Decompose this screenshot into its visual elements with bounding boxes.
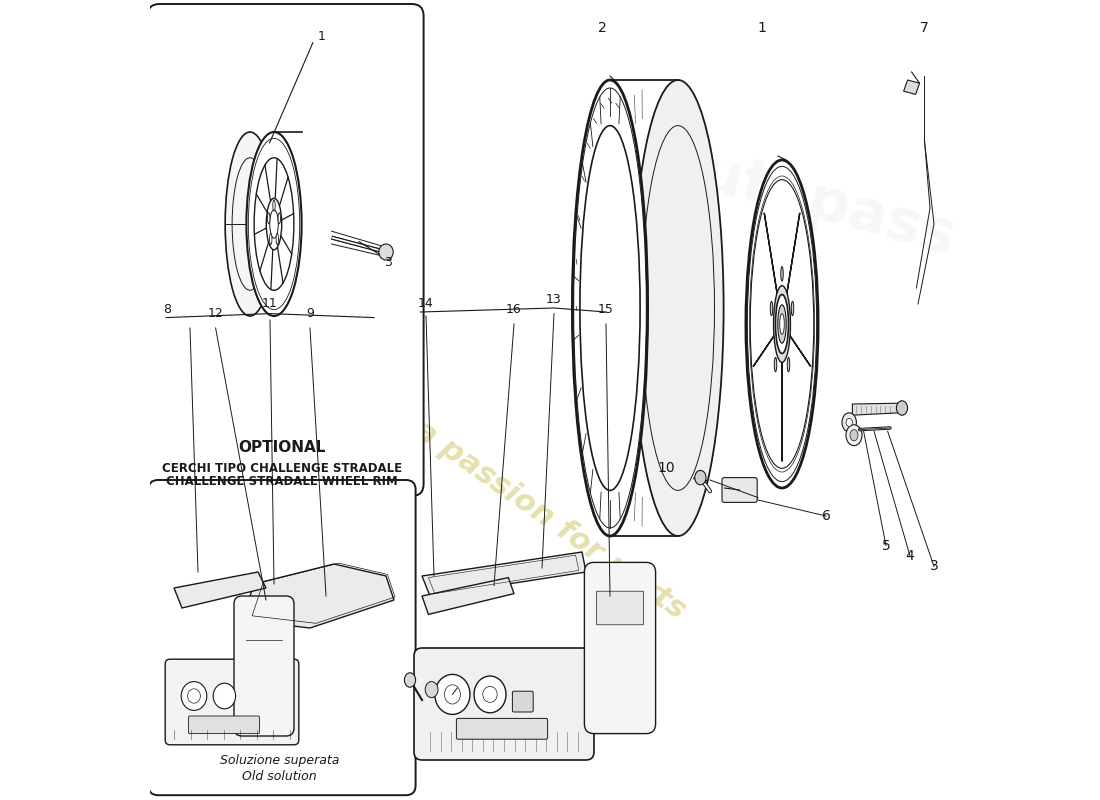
Ellipse shape: [434, 674, 470, 714]
Polygon shape: [764, 213, 778, 298]
Ellipse shape: [213, 683, 235, 709]
Text: CERCHI TIPO CHALLENGE STRADALE: CERCHI TIPO CHALLENGE STRADALE: [162, 462, 403, 474]
Text: 8: 8: [164, 303, 172, 316]
Text: 11: 11: [262, 297, 278, 310]
Ellipse shape: [846, 425, 862, 446]
Ellipse shape: [695, 470, 706, 485]
FancyBboxPatch shape: [147, 4, 424, 496]
Ellipse shape: [270, 234, 272, 245]
Text: Old solution: Old solution: [242, 770, 317, 783]
Ellipse shape: [182, 682, 207, 710]
Polygon shape: [786, 213, 800, 298]
Polygon shape: [903, 80, 920, 94]
Text: OPTIONAL: OPTIONAL: [239, 441, 326, 455]
Text: 1: 1: [318, 30, 326, 42]
Text: 13: 13: [546, 293, 562, 306]
Ellipse shape: [580, 126, 640, 490]
Text: 3: 3: [385, 256, 393, 269]
FancyBboxPatch shape: [165, 659, 299, 745]
FancyBboxPatch shape: [456, 718, 548, 739]
FancyBboxPatch shape: [188, 716, 260, 734]
Ellipse shape: [378, 244, 393, 260]
Text: 7: 7: [920, 21, 928, 35]
FancyBboxPatch shape: [148, 480, 416, 795]
Text: 15: 15: [598, 303, 614, 316]
Ellipse shape: [246, 132, 301, 316]
Text: 10: 10: [657, 461, 674, 475]
Ellipse shape: [426, 682, 438, 698]
Text: 4: 4: [905, 549, 914, 563]
FancyBboxPatch shape: [722, 478, 757, 502]
Text: Soluzione superata: Soluzione superata: [220, 754, 339, 767]
Text: a passion for parts: a passion for parts: [409, 415, 691, 625]
Text: 5: 5: [881, 538, 890, 553]
Ellipse shape: [778, 305, 786, 343]
Text: 14: 14: [418, 297, 433, 310]
Polygon shape: [754, 334, 776, 366]
Text: autopass: autopass: [658, 134, 962, 266]
Ellipse shape: [788, 358, 790, 372]
Ellipse shape: [278, 213, 280, 224]
Ellipse shape: [770, 302, 772, 316]
Polygon shape: [174, 572, 266, 608]
Ellipse shape: [276, 234, 278, 245]
Ellipse shape: [746, 160, 818, 488]
Ellipse shape: [774, 358, 777, 372]
Ellipse shape: [776, 294, 789, 354]
Ellipse shape: [781, 266, 783, 281]
Text: 3: 3: [930, 559, 938, 574]
Ellipse shape: [850, 430, 858, 441]
Text: 1: 1: [758, 21, 767, 35]
Ellipse shape: [773, 286, 791, 362]
Text: 12: 12: [208, 307, 223, 320]
FancyBboxPatch shape: [234, 596, 294, 736]
Ellipse shape: [226, 132, 275, 316]
Ellipse shape: [641, 126, 715, 490]
Text: 9: 9: [306, 307, 313, 320]
Ellipse shape: [842, 413, 857, 432]
Ellipse shape: [780, 314, 784, 334]
Ellipse shape: [474, 676, 506, 713]
Polygon shape: [422, 578, 514, 614]
Ellipse shape: [846, 418, 852, 426]
Ellipse shape: [572, 80, 648, 536]
Ellipse shape: [896, 401, 907, 415]
Ellipse shape: [405, 673, 416, 687]
Polygon shape: [242, 564, 394, 628]
Text: 16: 16: [506, 303, 521, 316]
Text: 6: 6: [822, 509, 830, 523]
Polygon shape: [422, 552, 586, 596]
Ellipse shape: [232, 158, 268, 290]
Ellipse shape: [632, 80, 724, 536]
Ellipse shape: [273, 200, 275, 211]
Polygon shape: [852, 403, 900, 415]
FancyBboxPatch shape: [596, 591, 644, 625]
Ellipse shape: [266, 198, 282, 250]
FancyBboxPatch shape: [513, 691, 534, 712]
FancyBboxPatch shape: [584, 562, 656, 734]
Text: 2: 2: [597, 21, 606, 35]
Text: CHALLENGE STRADALE WHEEL RIM: CHALLENGE STRADALE WHEEL RIM: [166, 475, 398, 488]
FancyBboxPatch shape: [414, 648, 594, 760]
Polygon shape: [789, 334, 811, 366]
Ellipse shape: [267, 213, 270, 224]
Ellipse shape: [791, 302, 794, 316]
